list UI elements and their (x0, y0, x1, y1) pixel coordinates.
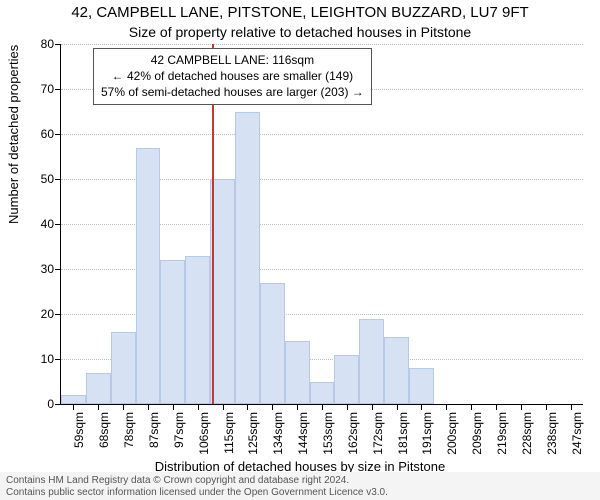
y-tick-label: 10 (14, 352, 54, 366)
histogram-bar (136, 148, 161, 405)
y-tick (55, 89, 61, 90)
x-tick (297, 404, 298, 410)
x-tick-label: 191sqm (420, 412, 434, 460)
y-tick (55, 179, 61, 180)
y-tick-label: 70 (14, 82, 54, 96)
x-tick (446, 404, 447, 410)
y-tick-label: 30 (14, 262, 54, 276)
x-tick-label: 87sqm (147, 412, 161, 460)
y-tick (55, 314, 61, 315)
grid-line (61, 44, 583, 45)
x-tick-label: 200sqm (445, 412, 459, 460)
annotation-line-1: 42 CAMPBELL LANE: 116sqm (101, 52, 364, 68)
histogram-bar (285, 341, 310, 404)
grid-line (61, 134, 583, 135)
y-tick-label: 50 (14, 172, 54, 186)
histogram-bar (359, 319, 384, 405)
footer-line-1: Contains HM Land Registry data © Crown c… (6, 475, 594, 487)
x-tick (521, 404, 522, 410)
x-tick-label: 209sqm (470, 412, 484, 460)
y-tick (55, 44, 61, 45)
x-tick (123, 404, 124, 410)
histogram-bar (86, 373, 111, 405)
y-tick-label: 20 (14, 307, 54, 321)
histogram-bar (384, 337, 409, 405)
x-tick-label: 172sqm (371, 412, 385, 460)
x-tick (397, 404, 398, 410)
x-tick (247, 404, 248, 410)
x-tick (471, 404, 472, 410)
y-tick (55, 359, 61, 360)
y-tick-label: 0 (14, 397, 54, 411)
y-tick (55, 134, 61, 135)
x-tick-label: 106sqm (197, 412, 211, 460)
x-tick (546, 404, 547, 410)
y-tick (55, 224, 61, 225)
y-tick (55, 269, 61, 270)
x-tick (496, 404, 497, 410)
histogram-bar (160, 260, 185, 404)
footer-line-2: Contains public sector information licen… (6, 487, 594, 499)
x-tick-label: 59sqm (72, 412, 86, 460)
x-tick (372, 404, 373, 410)
x-tick (223, 404, 224, 410)
x-tick-label: 68sqm (97, 412, 111, 460)
x-tick (73, 404, 74, 410)
y-tick-label: 40 (14, 217, 54, 231)
histogram-bar (185, 256, 210, 405)
y-tick-label: 60 (14, 127, 54, 141)
footer-attribution: Contains HM Land Registry data © Crown c… (0, 472, 600, 500)
x-tick (272, 404, 273, 410)
histogram-bar (61, 395, 86, 404)
x-tick-label: 247sqm (570, 412, 584, 460)
histogram-bar (334, 355, 359, 405)
x-tick-label: 219sqm (495, 412, 509, 460)
y-tick (55, 404, 61, 405)
histogram-bar (409, 368, 434, 404)
x-tick (421, 404, 422, 410)
x-tick-label: 144sqm (296, 412, 310, 460)
x-tick (347, 404, 348, 410)
x-tick-label: 238sqm (545, 412, 559, 460)
chart-title-main: 42, CAMPBELL LANE, PITSTONE, LEIGHTON BU… (0, 4, 600, 21)
x-tick (173, 404, 174, 410)
chart-container: 42, CAMPBELL LANE, PITSTONE, LEIGHTON BU… (0, 0, 600, 500)
chart-title-sub: Size of property relative to detached ho… (0, 24, 600, 40)
y-tick-label: 80 (14, 37, 54, 51)
x-tick-label: 78sqm (122, 412, 136, 460)
x-tick-label: 134sqm (271, 412, 285, 460)
x-tick-label: 181sqm (396, 412, 410, 460)
annotation-line-3: 57% of semi-detached houses are larger (… (101, 84, 364, 100)
x-tick (571, 404, 572, 410)
x-tick (98, 404, 99, 410)
annotation-box: 42 CAMPBELL LANE: 116sqm ← 42% of detach… (93, 48, 372, 105)
annotation-line-2: ← 42% of detached houses are smaller (14… (101, 68, 364, 84)
histogram-bar (235, 112, 260, 405)
x-tick-label: 162sqm (346, 412, 360, 460)
x-tick-label: 115sqm (222, 412, 236, 460)
histogram-bar (260, 283, 285, 405)
x-tick (198, 404, 199, 410)
x-tick (148, 404, 149, 410)
histogram-bar (111, 332, 136, 404)
histogram-bar (310, 382, 335, 405)
x-tick-label: 125sqm (246, 412, 260, 460)
x-tick (322, 404, 323, 410)
plot-area: 42 CAMPBELL LANE: 116sqm ← 42% of detach… (60, 44, 583, 405)
x-tick-label: 97sqm (172, 412, 186, 460)
x-tick-label: 153sqm (321, 412, 335, 460)
x-tick-label: 228sqm (520, 412, 534, 460)
